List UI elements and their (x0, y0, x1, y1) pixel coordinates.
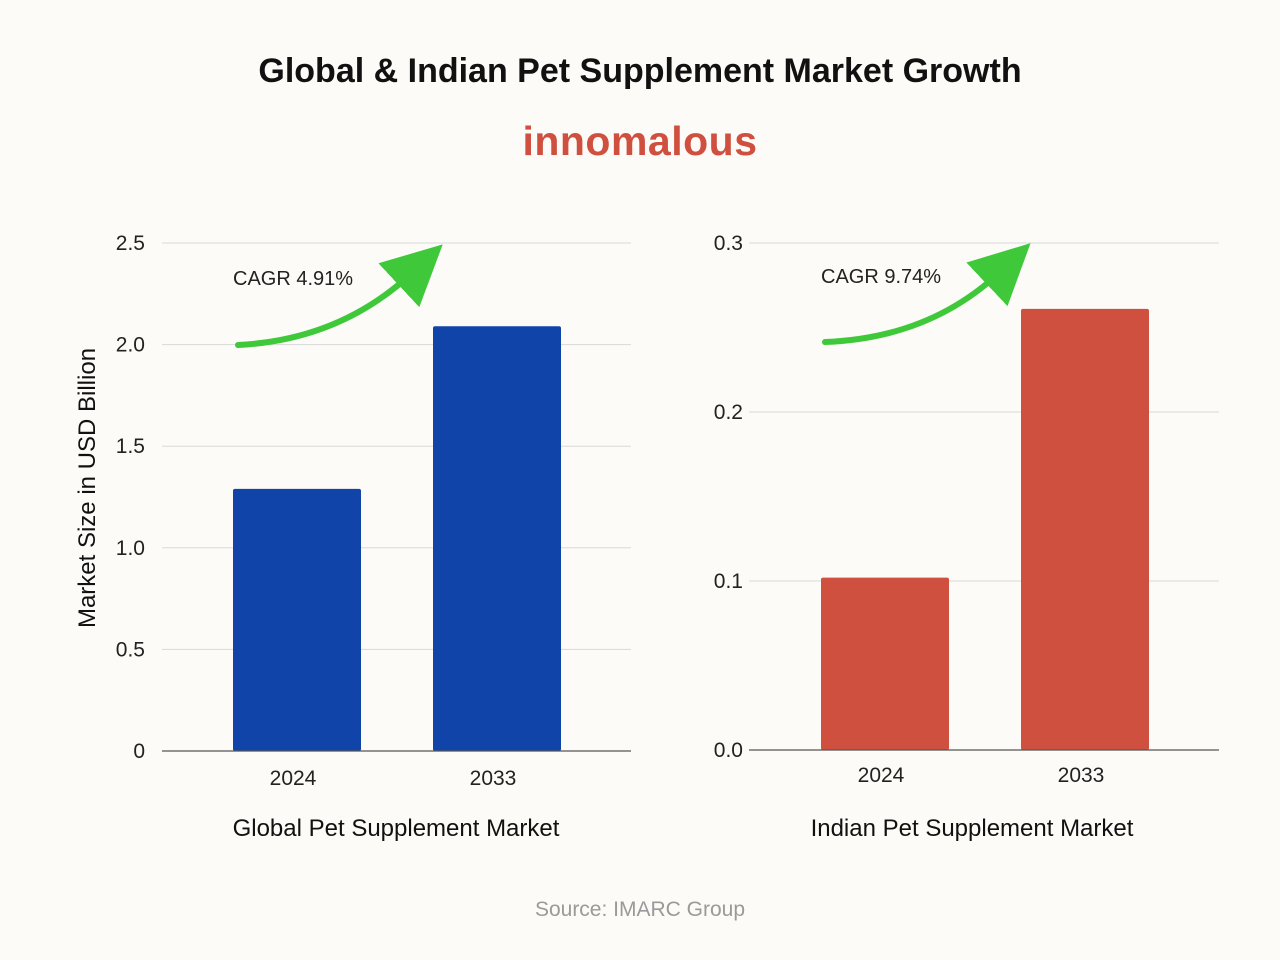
bar-2024 (821, 577, 949, 750)
growth-arrow-icon (235, 244, 443, 348)
chart-panel-1: 0 0.5 1.0 1.5 2.0 2.5 2024 2033 Global Pet Suppl… (74, 232, 631, 842)
y-tick-label: 0.3 (714, 232, 743, 255)
cagr-annotation: CAGR 4.91% (233, 268, 353, 290)
y-tick-label: 1.0 (116, 537, 145, 560)
x-tick-label: 2024 (858, 764, 905, 787)
x-axis-title: Global Pet Supplement Market (233, 815, 560, 842)
y-tick-label: 0 (133, 740, 145, 763)
x-tick-label: 2033 (1058, 764, 1105, 787)
y-tick-label: 0.0 (714, 739, 743, 762)
x-tick-label: 2033 (470, 767, 517, 790)
y-tick-label: 2.0 (116, 334, 145, 357)
growth-arrow-icon (822, 243, 1031, 345)
bar-2033 (1021, 308, 1149, 750)
charts-group: 0 0.5 1.0 1.5 2.0 2.5 2024 2033 Global Pet Suppl… (74, 232, 1219, 842)
source-note: Source: IMARC Group (534, 898, 746, 921)
chart-panel-2: 0.0 0.1 0.2 0.3 2024 2033 Indian Pet Supplemen… (714, 232, 1219, 842)
x-tick-label: 2024 (270, 767, 317, 790)
y-tick-label: 2.5 (116, 232, 145, 255)
brand-logo: innomalous (522, 118, 758, 164)
y-tick-label: 1.5 (116, 435, 145, 458)
cagr-annotation: CAGR 9.74% (821, 266, 941, 288)
y-tick-label: 0.5 (116, 638, 145, 661)
y-tick-label: 0.2 (714, 401, 743, 424)
x-axis-title: Indian Pet Supplement Market (811, 815, 1134, 842)
bar-2033 (433, 326, 561, 751)
bar-2024 (233, 488, 361, 751)
y-axis-title: Market Size in USD Billion (74, 348, 101, 628)
chart-title: Global & Indian Pet Supplement Market Gr… (258, 52, 1022, 90)
y-tick-label: 0.1 (714, 570, 743, 593)
